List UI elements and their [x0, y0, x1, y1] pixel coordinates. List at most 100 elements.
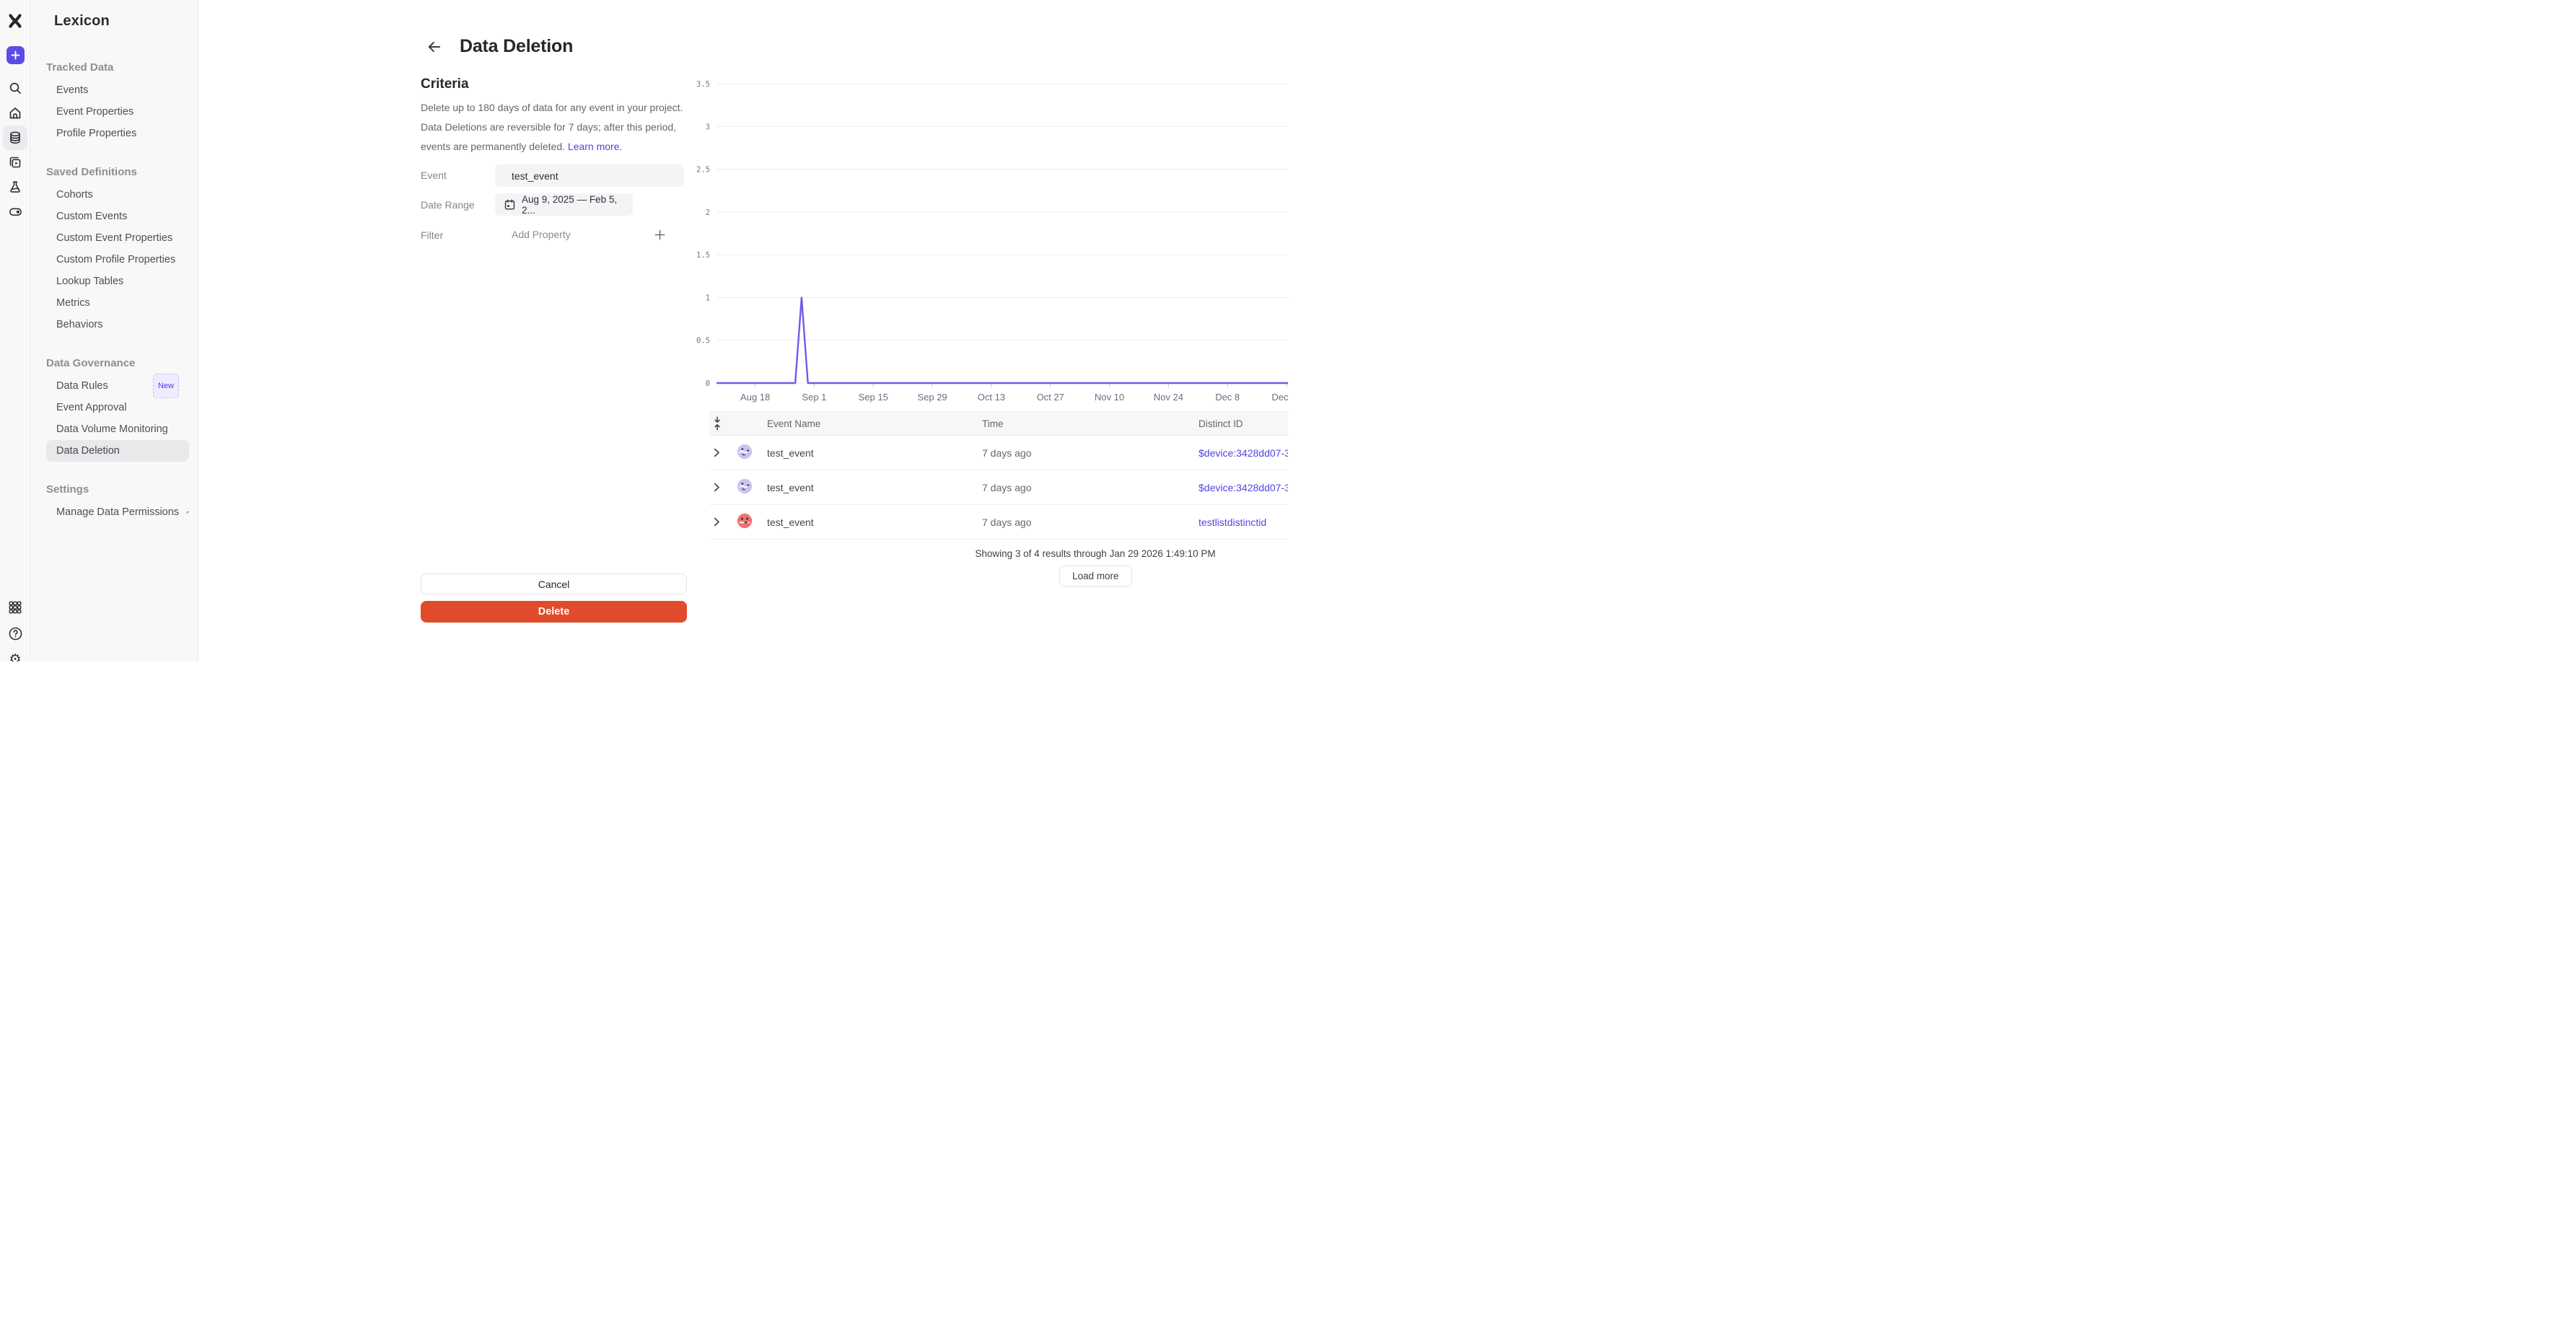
svg-text:3: 3 — [706, 123, 710, 131]
sidebar-item-events[interactable]: Events — [56, 84, 89, 96]
page-title: Data Deletion — [460, 36, 574, 56]
svg-text:1.5: 1.5 — [696, 251, 710, 260]
table-header-row: Event Name Time Distinct ID — [709, 411, 1288, 436]
criteria-description: Delete up to 180 days of data for any ev… — [421, 98, 698, 157]
section-saved-definitions: Saved Definitions — [46, 166, 137, 178]
svg-text:Sep 15: Sep 15 — [859, 392, 888, 403]
load-more-button[interactable]: Load more — [1059, 566, 1132, 586]
distinct-id-link[interactable]: $device:3428dd07-3eb7-4f40-8285-cff... — [1199, 447, 1288, 459]
date-range-picker[interactable]: Aug 9, 2025 — Feb 5, 2... — [495, 193, 633, 216]
sidebar-item-event-properties[interactable]: Event Properties — [56, 106, 134, 118]
svg-text:3.5: 3.5 — [696, 80, 710, 89]
event-avatar — [737, 444, 753, 462]
home-icon[interactable] — [3, 101, 27, 126]
svg-text:Sep 1: Sep 1 — [802, 392, 826, 403]
svg-text:Oct 27: Oct 27 — [1037, 392, 1064, 403]
table-row: test_event 7 days ago $device:3428dd07-3… — [709, 470, 1288, 505]
create-plus-button[interactable] — [6, 46, 25, 64]
sidebar-item-data-deletion[interactable]: Data Deletion — [46, 440, 189, 462]
add-property-button[interactable]: Add Property — [512, 229, 571, 240]
back-arrow-button[interactable] — [425, 38, 444, 56]
svg-text:Nov 24: Nov 24 — [1154, 392, 1183, 403]
filter-field-label: Filter — [421, 229, 444, 241]
event-name-cell: test_event — [767, 516, 814, 528]
external-link-icon — [185, 511, 189, 514]
distinct-id-link[interactable]: testlistdistinctid — [1199, 516, 1267, 528]
row-expander-chevron[interactable] — [714, 448, 737, 457]
event-select[interactable]: test_event — [495, 164, 684, 187]
svg-text:0.5: 0.5 — [696, 337, 710, 346]
svg-text:2.5: 2.5 — [696, 166, 710, 175]
sidebar-item-lookup-tables[interactable]: Lookup Tables — [56, 276, 124, 287]
date-range-field-label: Date Range — [421, 199, 475, 211]
events-table: Event Name Time Distinct ID test_event 7… — [709, 411, 1288, 540]
row-expander-chevron[interactable] — [714, 517, 737, 527]
time-cell: 7 days ago — [982, 516, 1032, 528]
section-tracked-data: Tracked Data — [46, 61, 114, 74]
sidebar-item-manage-data-permissions[interactable]: Manage Data Permissions — [46, 501, 189, 523]
sidebar-item-custom-events[interactable]: Custom Events — [56, 211, 128, 222]
sidebar-item-label: Manage Data Permissions — [56, 506, 180, 518]
row-expander-chevron[interactable] — [714, 483, 737, 492]
new-badge: New — [152, 374, 179, 398]
svg-text:2: 2 — [706, 208, 710, 217]
lexicon-data-deletion-page: ⚙ Lexicon Tracked Data Events Event Prop… — [0, 0, 1288, 662]
event-avatar — [737, 478, 753, 496]
sidebar-item-profile-properties[interactable]: Profile Properties — [56, 128, 137, 139]
sidebar-item-metrics[interactable]: Metrics — [56, 297, 90, 309]
results-summary: Showing 3 of 4 results through Jan 29 20… — [975, 548, 1216, 559]
search-icon[interactable] — [3, 76, 27, 100]
sidebar-item-custom-profile-properties[interactable]: Custom Profile Properties — [56, 254, 176, 265]
delete-button[interactable]: Delete — [421, 601, 687, 623]
events-over-time-chart: 0 0.5 1 1.5 2 2.5 3 3.5 Aug 18 Sep 1 Sep 15 Sep 29 O… — [675, 63, 1288, 408]
criteria-description-text: Delete up to 180 days of data for any ev… — [421, 102, 683, 152]
time-cell: 7 days ago — [982, 481, 1032, 493]
col-header-distinct-id: Distinct ID — [1199, 418, 1243, 429]
help-icon[interactable] — [3, 621, 27, 646]
sort-arrows-icon[interactable] — [714, 416, 737, 431]
sidebar-item-event-approval[interactable]: Event Approval — [56, 402, 127, 413]
section-settings: Settings — [46, 483, 89, 496]
data-management-icon[interactable] — [3, 126, 27, 150]
experiments-flask-icon[interactable] — [3, 175, 27, 199]
apps-grid-icon[interactable] — [3, 595, 27, 620]
event-field-label: Event — [421, 170, 447, 181]
add-property-plus-icon[interactable] — [653, 228, 667, 242]
section-data-governance: Data Governance — [46, 357, 136, 369]
sidebar-item-data-volume-monitoring[interactable]: Data Volume Monitoring — [56, 423, 168, 435]
svg-text:Sep 29: Sep 29 — [917, 392, 947, 403]
svg-text:Dec 8: Dec 8 — [1215, 392, 1240, 403]
cancel-button[interactable]: Cancel — [421, 573, 687, 594]
icon-rail: ⚙ — [0, 0, 31, 662]
sidebar-item-behaviors[interactable]: Behaviors — [56, 319, 103, 330]
col-header-event-name: Event Name — [767, 418, 821, 429]
criteria-heading: Criteria — [421, 76, 469, 92]
learn-more-link[interactable]: Learn more. — [567, 141, 623, 152]
event-avatar — [737, 513, 753, 531]
svg-text:Nov 10: Nov 10 — [1095, 392, 1124, 403]
date-range-value: Aug 9, 2025 — Feb 5, 2... — [522, 193, 618, 216]
main-content: Data Deletion Criteria Delete up to 180 … — [199, 0, 1288, 662]
mixpanel-logo-icon — [3, 9, 27, 33]
svg-text:Aug 18: Aug 18 — [740, 392, 770, 403]
distinct-id-link[interactable]: $device:3428dd07-3eb7-4f40-8285-cff... — [1199, 481, 1288, 493]
sidebar-item-custom-event-properties[interactable]: Custom Event Properties — [56, 232, 173, 244]
feature-flags-toggle-icon[interactable] — [3, 199, 27, 224]
col-header-time: Time — [982, 418, 1004, 429]
time-cell: 7 days ago — [982, 447, 1032, 459]
session-replay-icon[interactable] — [3, 150, 27, 175]
table-row: test_event 7 days ago $device:3428dd07-3… — [709, 436, 1288, 470]
sidebar-item-label: Data Rules — [56, 380, 108, 392]
event-name-cell: test_event — [767, 481, 814, 493]
sidebar-item-cohorts[interactable]: Cohorts — [56, 189, 93, 201]
settings-gear-icon[interactable]: ⚙ — [9, 651, 22, 662]
event-name-cell: test_event — [767, 447, 814, 459]
sidebar-title: Lexicon — [54, 13, 110, 29]
svg-text:Oct 13: Oct 13 — [978, 392, 1005, 403]
sidebar-item-data-rules[interactable]: Data Rules New — [46, 374, 189, 398]
svg-text:0: 0 — [706, 379, 710, 388]
svg-text:Dec 22: Dec 22 — [1271, 392, 1288, 403]
lexicon-sidebar: Lexicon Tracked Data Events Event Proper… — [32, 0, 198, 662]
calendar-icon — [504, 198, 516, 211]
table-row: test_event 7 days ago testlistdistinctid — [709, 505, 1288, 540]
